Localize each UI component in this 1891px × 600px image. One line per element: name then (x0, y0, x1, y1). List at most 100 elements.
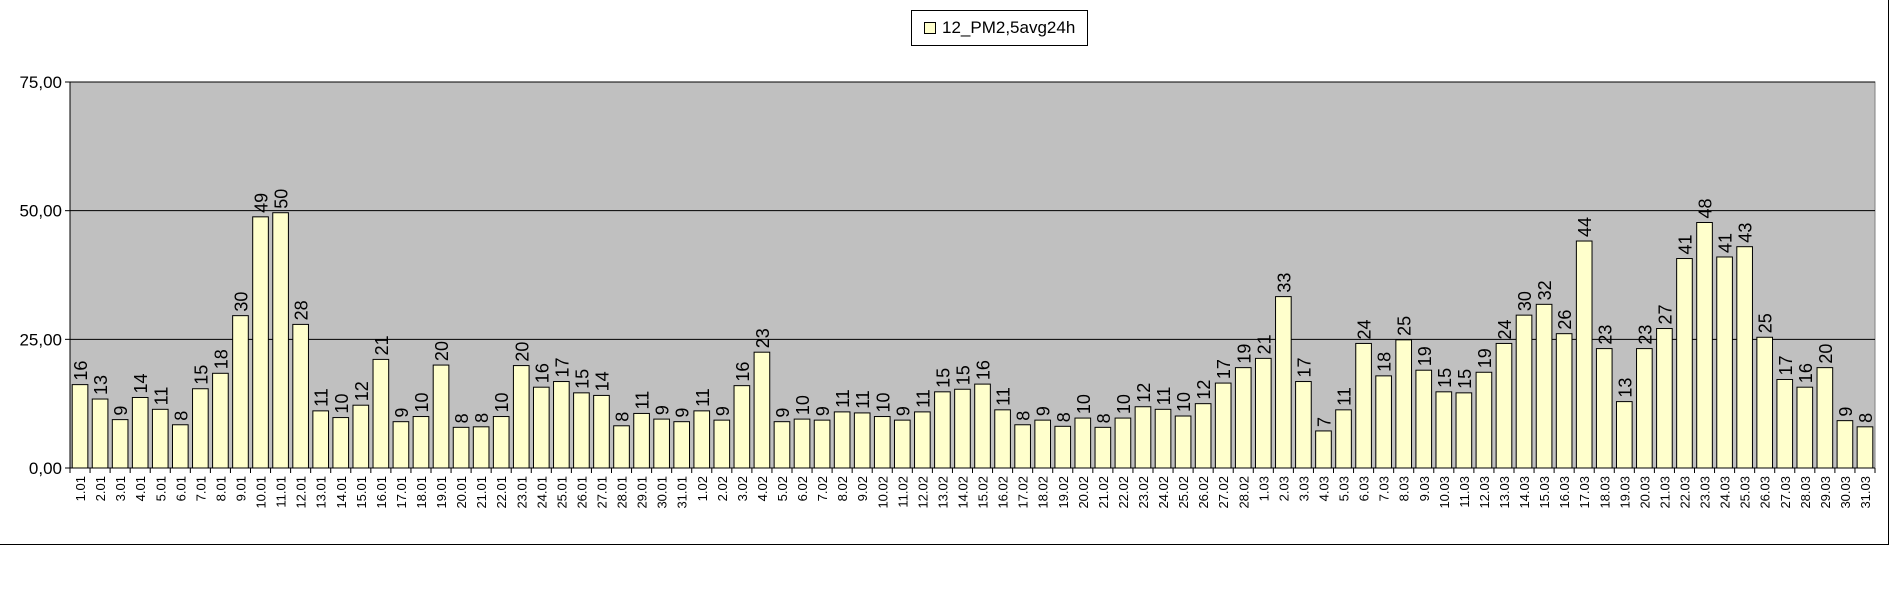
legend: 12_PM2,5avg24h (911, 10, 1089, 46)
bar (292, 323, 309, 469)
data-label: 9 (1836, 407, 1856, 417)
bar (91, 398, 109, 469)
data-label: 8 (1014, 411, 1034, 421)
x-tick-label: 15.03 (1537, 476, 1552, 509)
x-tick-label: 11.02 (895, 476, 910, 508)
x-tick-label: 17.02 (1016, 476, 1031, 509)
data-label: 48 (1696, 198, 1716, 218)
data-label: 30 (1515, 291, 1535, 311)
x-tick-label: 21.03 (1657, 476, 1672, 509)
x-tick-label: 14.01 (334, 476, 349, 509)
x-tick-label: 6.01 (173, 476, 188, 501)
bar (472, 426, 490, 469)
x-tick-label: 28.01 (615, 476, 630, 509)
data-label: 15 (953, 365, 973, 385)
x-tick-label: 1.01 (73, 476, 88, 501)
data-label: 28 (292, 300, 312, 320)
x-tick-label: 31.03 (1858, 476, 1873, 509)
bar (753, 351, 771, 469)
data-label: 14 (592, 371, 612, 391)
data-label: 21 (1254, 334, 1274, 354)
x-tick-label: 19.01 (434, 476, 449, 509)
bar (954, 388, 971, 469)
x-tick-label: 13.02 (935, 476, 950, 509)
data-label: 17 (1294, 358, 1314, 378)
bar (1796, 386, 1814, 469)
x-tick-label: 29.03 (1818, 476, 1833, 509)
bar (1696, 222, 1713, 469)
data-label: 24 (1355, 319, 1375, 339)
data-label: 10 (1174, 392, 1194, 412)
x-tick-label: 26.01 (574, 476, 589, 509)
data-label: 19 (1475, 348, 1495, 368)
bar (673, 421, 691, 469)
x-tick-label: 3.01 (113, 476, 128, 501)
x-tick-label: 9.03 (1417, 476, 1432, 501)
bar (1535, 303, 1553, 469)
bar (1475, 371, 1493, 469)
bar (131, 396, 149, 469)
x-tick-label: 2.01 (93, 476, 108, 501)
data-label: 20 (432, 341, 452, 361)
chart-frame (0, 0, 1889, 545)
x-tick-label: 16.03 (1557, 476, 1572, 509)
data-label: 8 (1856, 413, 1876, 423)
y-tick-label: 0,00 (29, 459, 62, 478)
x-tick-label: 18.02 (1036, 476, 1051, 509)
bar (1094, 426, 1112, 469)
bar (1134, 406, 1152, 469)
data-label: 44 (1575, 217, 1595, 237)
bar (372, 358, 390, 469)
data-label: 23 (1595, 325, 1615, 345)
x-tick-label: 27.02 (1216, 476, 1231, 509)
data-label: 10 (793, 395, 813, 415)
data-label: 9 (813, 406, 833, 416)
data-label: 11 (833, 389, 853, 408)
data-label: 16 (974, 360, 994, 380)
bar (252, 216, 269, 469)
x-tick-label: 14.02 (955, 476, 970, 509)
x-tick-label: 28.03 (1798, 476, 1813, 509)
data-label: 12 (1194, 380, 1214, 400)
data-label: 23 (1635, 325, 1655, 345)
data-label: 11 (994, 387, 1014, 406)
data-label: 20 (1816, 344, 1836, 364)
bar (733, 385, 751, 469)
data-label: 30 (231, 292, 251, 312)
data-label: 18 (211, 349, 231, 369)
bar (1234, 367, 1252, 469)
x-tick-label: 7.01 (193, 476, 208, 501)
bar (893, 419, 911, 469)
data-label: 11 (312, 388, 332, 407)
x-tick-label: 10.03 (1437, 476, 1452, 509)
bar (974, 383, 991, 469)
bar (1415, 369, 1433, 469)
data-label: 21 (372, 335, 392, 355)
x-tick-label: 14.03 (1517, 476, 1532, 509)
bar (1615, 401, 1633, 469)
bar (1495, 342, 1513, 469)
bar (1214, 382, 1232, 469)
data-label: 10 (873, 393, 893, 413)
x-tick-label: 26.02 (1196, 476, 1211, 509)
bar (151, 408, 169, 469)
bar (1194, 403, 1212, 469)
bar (1074, 417, 1092, 469)
x-tick-label: 12.03 (1477, 476, 1492, 509)
x-tick-label: 7.02 (815, 476, 830, 501)
x-tick-label: 5.01 (153, 476, 168, 501)
x-tick-label: 26.03 (1758, 476, 1773, 509)
data-label: 9 (653, 405, 673, 415)
bar (312, 410, 330, 469)
x-tick-label: 18.03 (1597, 476, 1612, 509)
data-label: 15 (1455, 369, 1475, 389)
bar (1636, 348, 1653, 469)
x-tick-label: 20.02 (1076, 476, 1091, 509)
bar (171, 424, 189, 469)
data-label: 7 (1314, 417, 1334, 427)
data-label: 19 (1234, 344, 1254, 364)
bar (1776, 378, 1794, 469)
x-tick-label: 24.01 (534, 476, 549, 509)
